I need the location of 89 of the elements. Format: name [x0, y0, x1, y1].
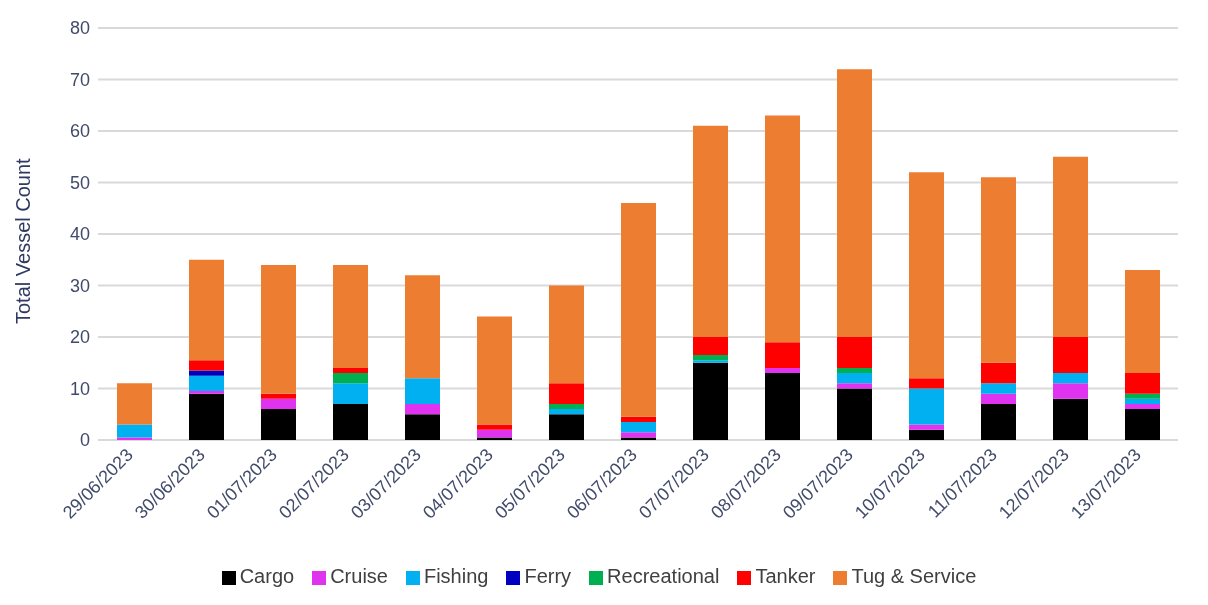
- bar: [477, 437, 512, 440]
- bar: [981, 393, 1016, 404]
- bar: [333, 383, 368, 404]
- bar: [621, 437, 656, 440]
- bar: [261, 264, 296, 394]
- bar: [1125, 373, 1160, 394]
- legend-label: Tug & Service: [851, 565, 977, 587]
- bar: [261, 393, 296, 399]
- bar: [621, 416, 656, 422]
- bar: [693, 362, 728, 440]
- bar: [1125, 398, 1160, 404]
- bar: [837, 373, 872, 384]
- bar: [909, 424, 944, 430]
- bar: [837, 388, 872, 440]
- bar: [837, 337, 872, 368]
- bar: [117, 383, 152, 425]
- bar: [189, 393, 224, 440]
- legend-label: Recreational: [607, 565, 720, 587]
- bar: [189, 370, 224, 376]
- bar: [765, 115, 800, 343]
- bar: [621, 421, 656, 433]
- legend-label: Ferry: [524, 565, 572, 587]
- y-tick-label: 0: [79, 430, 90, 451]
- bar: [549, 403, 584, 410]
- bar: [693, 360, 728, 363]
- bar: [1053, 373, 1088, 384]
- bar: [1053, 337, 1088, 374]
- bar: [981, 177, 1016, 363]
- y-tick-label: 80: [69, 18, 90, 39]
- bar: [333, 403, 368, 440]
- bar: [405, 378, 440, 404]
- bar: [1053, 398, 1088, 440]
- bar: [477, 429, 512, 438]
- y-tick-label: 70: [69, 69, 90, 90]
- bar: [837, 367, 872, 374]
- y-tick-label: 60: [69, 121, 90, 142]
- bar: [1053, 383, 1088, 399]
- bar: [261, 398, 296, 410]
- y-tick-label: 10: [69, 378, 90, 399]
- bar: [477, 424, 512, 430]
- bar: [1125, 403, 1160, 410]
- bar: [981, 383, 1016, 394]
- bar: [189, 360, 224, 371]
- bar: [405, 414, 440, 440]
- y-tick-label: 50: [69, 172, 90, 193]
- bar: [261, 409, 296, 440]
- bar: [549, 383, 584, 404]
- bar: [765, 367, 800, 374]
- bar: [549, 409, 584, 415]
- bar: [405, 403, 440, 415]
- bar: [189, 259, 224, 361]
- legend-label: Cruise: [330, 565, 388, 587]
- bar: [405, 275, 440, 379]
- bar: [693, 355, 728, 361]
- bar: [765, 373, 800, 440]
- bar: [621, 432, 656, 438]
- bar: [477, 316, 512, 425]
- bar: [1125, 409, 1160, 440]
- bar: [909, 429, 944, 440]
- bar: [1125, 270, 1160, 374]
- bar: [837, 383, 872, 389]
- bar: [549, 285, 584, 384]
- y-tick-label: 20: [69, 327, 90, 348]
- bar: [981, 362, 1016, 384]
- bar: [909, 388, 944, 425]
- bar: [1125, 393, 1160, 399]
- bar: [333, 367, 368, 374]
- legend-label: Tanker: [755, 565, 816, 587]
- legend-label: Fishing: [423, 565, 489, 587]
- legend-label: Cargo: [239, 565, 295, 587]
- bar: [765, 342, 800, 368]
- bar: [621, 203, 656, 417]
- bar: [117, 424, 152, 438]
- bar: [333, 373, 368, 384]
- bar: [909, 172, 944, 379]
- bar: [1053, 156, 1088, 337]
- bar: [693, 337, 728, 356]
- bar: [909, 378, 944, 389]
- bar: [333, 264, 368, 368]
- bar: [189, 391, 224, 394]
- bar: [117, 437, 152, 440]
- y-tick-label: 30: [69, 275, 90, 296]
- bar: [693, 125, 728, 337]
- bar: [189, 375, 224, 392]
- y-tick-label: 40: [69, 224, 90, 245]
- bar: [981, 403, 1016, 440]
- y-axis-title: Total Vessel Count: [12, 157, 35, 324]
- bar: [549, 414, 584, 440]
- bar: [837, 69, 872, 337]
